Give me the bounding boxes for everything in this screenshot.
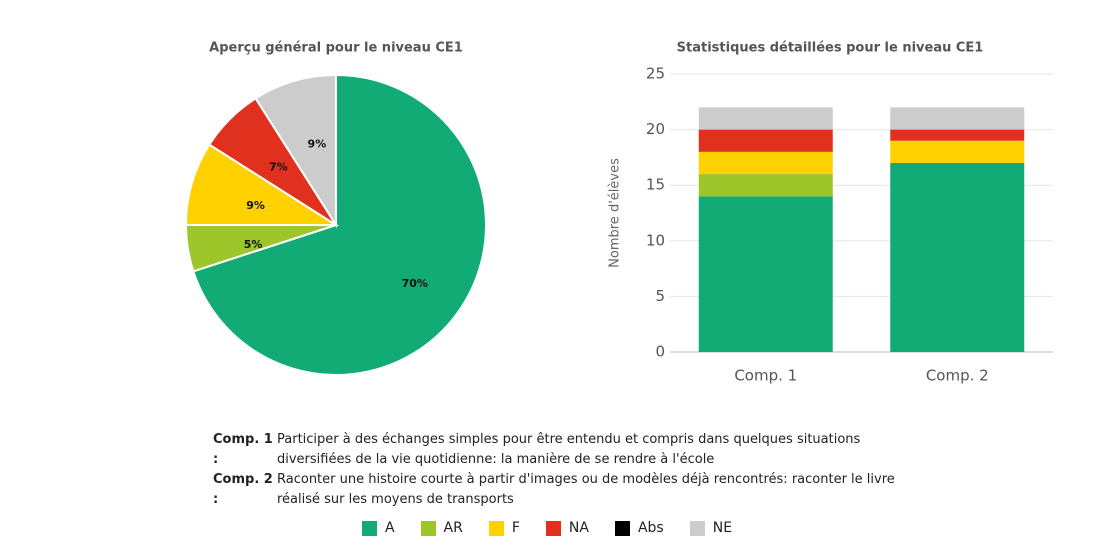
legend-label: NE (712, 520, 733, 536)
legend-swatch (545, 520, 561, 536)
note: Comp. 1 : Participer à des échanges simpl… (213, 430, 933, 470)
legend-swatch (420, 520, 436, 536)
y-tick-label: 15 (646, 176, 665, 194)
note: Comp. 2 : Raconter une histoire courte à … (213, 470, 933, 510)
pie-label: 7% (269, 160, 288, 173)
legend-label: Abs (637, 520, 664, 536)
legend-swatch (488, 520, 504, 536)
bar-segment (890, 162, 1025, 352)
bar-segment (698, 151, 833, 175)
y-tick-label: 10 (646, 231, 665, 249)
bar-segment (890, 107, 1025, 130)
bar-segment (890, 140, 1025, 163)
legend-item: Abs (614, 520, 664, 536)
bar-segment (890, 129, 1025, 141)
pie-slice (184, 143, 340, 226)
pie-label: 9% (246, 199, 265, 212)
y-tick-label: 20 (646, 120, 665, 138)
legend-item: A (361, 520, 395, 536)
y-tick-label: 25 (646, 65, 665, 83)
pie-title: Aperçu général pour le niveau CE1 (209, 41, 463, 56)
bar-segment (698, 129, 833, 152)
x-tick-label: Comp. 2 (926, 367, 989, 385)
note-text: Raconter une histoire courte à partir d'… (277, 472, 895, 507)
charts: Aperçu général pour le niveau CE1 Statis… (184, 41, 1053, 385)
notes: Comp. 1 : Participer à des échanges simpl… (213, 430, 933, 510)
legend-label: A (384, 520, 395, 536)
legend: A AR F NA Abs NE (0, 520, 1094, 536)
bar-segment (698, 196, 833, 352)
pie-label: 5% (244, 238, 263, 251)
legend-label: AR (443, 520, 463, 536)
note-term: Comp. 2 : (213, 472, 273, 507)
legend-item: NE (689, 520, 733, 536)
legend-label: F (511, 520, 520, 536)
legend-label: NA (568, 520, 589, 536)
pie-slice (192, 73, 487, 376)
x-tick-label: Comp. 1 (734, 367, 797, 385)
bar-segment (698, 174, 833, 197)
pie-slice (254, 73, 337, 229)
y-axis-label: Nombre d'élèves (608, 158, 623, 268)
legend-swatch (689, 520, 705, 536)
y-tick-label: 0 (655, 343, 665, 361)
legend-item: AR (420, 520, 463, 536)
pie-label: 70% (402, 277, 428, 290)
bar-segment (698, 107, 833, 130)
bar-title: Statistiques détaillées pour le niveau C… (677, 41, 984, 56)
legend-swatch (361, 520, 377, 536)
pie-label: 9% (308, 138, 327, 151)
legend-swatch (614, 520, 630, 536)
legend-item: NA (545, 520, 589, 536)
legend-item: F (488, 520, 520, 536)
note-text: Participer à des échanges simples pour ê… (277, 432, 861, 467)
y-tick-label: 5 (655, 287, 665, 305)
note-term: Comp. 1 : (213, 432, 273, 467)
